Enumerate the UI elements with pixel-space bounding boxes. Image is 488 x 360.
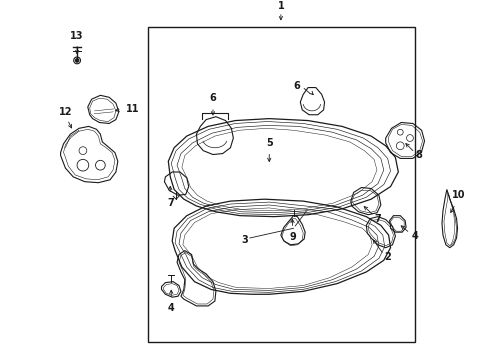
Text: 4: 4 (167, 303, 174, 313)
Text: 7: 7 (166, 198, 173, 208)
Circle shape (75, 58, 79, 62)
Text: 10: 10 (451, 190, 464, 200)
Bar (148, 27, 414, 342)
Text: 1: 1 (277, 1, 284, 11)
Text: 13: 13 (70, 31, 83, 41)
Text: 11: 11 (125, 104, 139, 114)
Text: 2: 2 (384, 252, 390, 262)
Text: 7: 7 (374, 213, 381, 224)
Text: 4: 4 (410, 231, 417, 241)
Text: 3: 3 (241, 235, 248, 245)
Text: 12: 12 (59, 107, 72, 117)
Text: 6: 6 (209, 93, 216, 103)
Text: 6: 6 (293, 81, 300, 91)
Text: 8: 8 (414, 150, 421, 161)
Text: 5: 5 (265, 138, 272, 148)
Text: 9: 9 (288, 232, 295, 242)
